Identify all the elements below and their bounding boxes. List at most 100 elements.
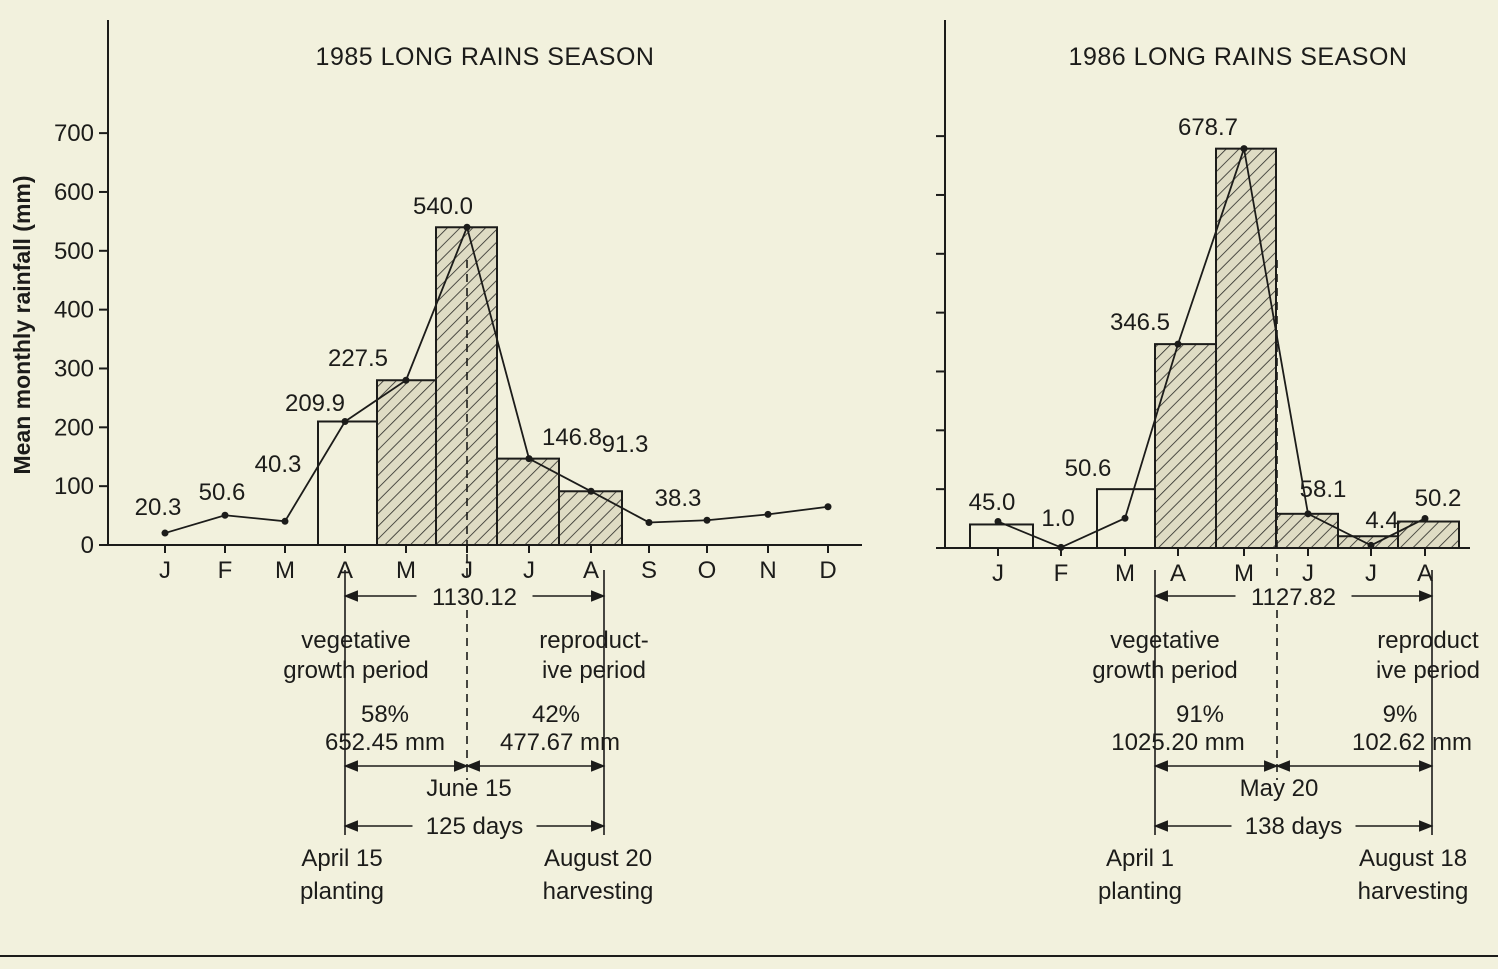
x-tick-label: M [1234,560,1254,587]
data-point [1240,145,1248,153]
data-point [463,223,471,231]
data-point [281,517,289,525]
split-date: May 20 [1240,775,1319,802]
data-point [1367,541,1375,549]
reproductive-percent: 42% [532,701,580,728]
vegetative-label: growth period [283,657,428,684]
season-bar [1397,520,1460,549]
total-rainfall: 1130.12 [432,584,517,611]
reproductive-label: ive period [542,657,646,684]
x-tick-label: A [1417,560,1433,587]
data-label: 146.8 [542,424,602,451]
vegetative-label: vegetative [301,627,410,654]
data-point [824,503,832,511]
total-rainfall: 1127.82 [1251,584,1336,611]
season-bar [558,490,623,547]
data-label: 209.9 [285,390,345,417]
season-bar [1215,147,1277,549]
reproductive-percent: 9% [1383,701,1418,728]
y-tick-label: 0 [81,532,94,559]
planting-date: April 15 [301,845,382,872]
data-label: 91.3 [602,431,649,458]
harvest-label: harvesting [1358,878,1469,905]
data-point [161,529,169,537]
x-tick-label: F [218,557,233,584]
x-tick-label: F [1054,560,1069,587]
data-label: 50.6 [199,479,246,506]
harvest-date: August 18 [1359,845,1467,872]
data-label: 20.3 [135,494,182,521]
harvest-date: August 20 [544,845,652,872]
data-label: 58.1 [1300,476,1347,503]
reproductive-rainfall: 102.62 mm [1352,729,1472,756]
x-tick-label: M [275,557,295,584]
x-tick-label: A [583,557,599,584]
x-tick-label: M [396,557,416,584]
x-tick-label: J [159,557,171,584]
x-tick-label: N [759,557,776,584]
data-point [1304,510,1312,518]
season-bar [496,457,560,547]
y-tick-label: 200 [54,414,94,441]
reproductive-rainfall: 477.67 mm [500,729,620,756]
data-label: 346.5 [1110,309,1170,336]
data-point [1421,514,1429,522]
total-label-bg [416,582,533,610]
x-tick-label: A [1170,560,1186,587]
data-label: 40.3 [255,451,302,478]
data-label: 50.6 [1065,455,1112,482]
vegetative-label: growth period [1092,657,1237,684]
data-point [587,487,595,495]
total-label-bg [1235,582,1352,610]
season-duration: 138 days [1245,813,1342,840]
season-bar [1275,512,1339,550]
rainfall-series-line [997,148,1426,549]
vegetative-label: vegetative [1110,627,1219,654]
duration-label-bg [1231,812,1356,840]
x-tick-label: J [1365,560,1377,587]
planting-date: April 1 [1106,845,1174,872]
x-tick-label: D [819,557,836,584]
data-point [994,518,1002,526]
data-point [1174,340,1182,348]
y-tick-label: 300 [54,355,94,382]
season-duration: 125 days [426,813,523,840]
data-label: 45.0 [969,489,1016,516]
chart-1986: 1986 LONG RAINS SEASON J F M A M J J A 45.0 1.0 50.… [936,20,1480,905]
rainfall-series-line [164,224,829,534]
data-label: 540.0 [413,193,473,220]
vegetative-rainfall: 1025.20 mm [1111,729,1244,756]
y-tick-label: 100 [54,473,94,500]
vegetative-percent: 91% [1176,701,1224,728]
data-label: 38.3 [655,485,702,512]
data-point [402,376,410,384]
data-label: 1.0 [1041,505,1074,532]
y-tick-label: 500 [54,238,94,265]
duration-label-bg [412,812,537,840]
vegetative-rainfall: 652.45 mm [325,729,445,756]
data-label: 4.4 [1365,507,1398,534]
data-point [1057,543,1065,551]
data-point [645,518,653,526]
data-label: 227.5 [328,345,388,372]
season-bar [317,420,378,546]
data-point [525,455,533,463]
season-bar [376,379,437,546]
data-label: 50.2 [1415,485,1462,512]
data-point [764,510,772,518]
data-point [341,417,349,425]
x-tick-label: S [641,557,657,584]
planting-label: planting [300,878,384,905]
y-tick-label: 600 [54,179,94,206]
chart-title: 1986 LONG RAINS SEASON [1069,43,1408,71]
x-tick-label: J [992,560,1004,587]
data-point [1121,514,1129,522]
vegetative-percent: 58% [361,701,409,728]
data-point [221,511,229,519]
season-bar [1154,343,1217,549]
y-axis-label: Mean monthly rainfall (mm) [9,175,35,474]
data-label: 678.7 [1178,114,1238,141]
reproductive-label: reproduct- [539,627,648,654]
